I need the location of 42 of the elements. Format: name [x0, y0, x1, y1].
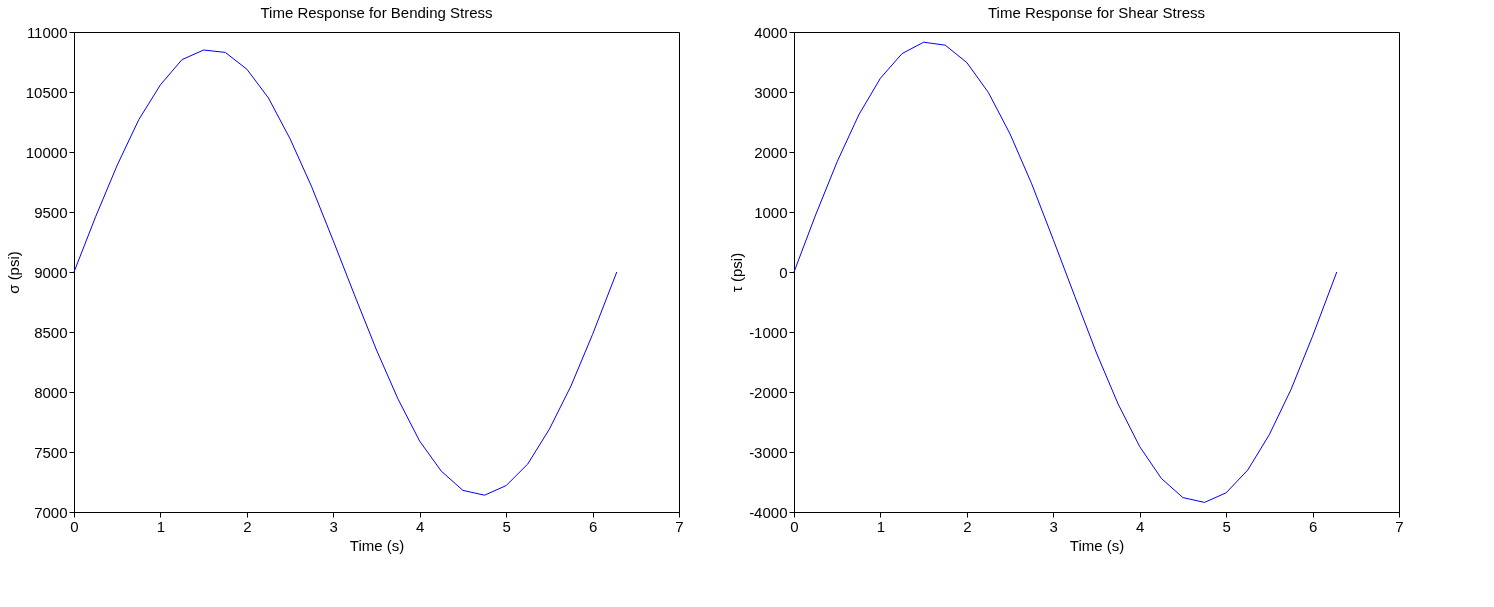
x-tick-label: 6: [588, 517, 598, 535]
y-tick-label: 7000: [34, 503, 68, 521]
y-tick-label: 9000: [34, 263, 68, 281]
x-tick-label: 7: [1395, 517, 1404, 535]
y-tick-label: 3000: [754, 83, 788, 101]
y-tick-label: 10000: [25, 143, 68, 161]
y-tick-label: 8000: [34, 383, 68, 401]
chart-title: Time Response for Bending Stress: [260, 4, 493, 21]
y-tick-label: 1000: [754, 203, 788, 221]
y-tick-label: 9500: [34, 203, 68, 221]
line-series: [73, 49, 618, 496]
y-tick-label: -1000: [749, 323, 788, 341]
y-tick-label: 4000: [754, 23, 788, 41]
x-tick-label: 3: [1049, 517, 1058, 535]
x-axis-title: Time (s): [349, 536, 405, 554]
y-tick-label: 2000: [754, 143, 788, 161]
y-tick-label: -4000: [749, 503, 788, 521]
y-tick-label: 7500: [34, 443, 68, 461]
x-tick-label: 4: [1136, 517, 1145, 535]
y-axis-title: τ (psi): [728, 252, 746, 293]
x-tick-label: 7: [675, 517, 684, 535]
x-tick-label: 5: [502, 517, 511, 535]
x-axis-title: Time (s): [1069, 536, 1125, 554]
x-tick-label: 0: [70, 517, 79, 535]
x-tick-label: 6: [1308, 517, 1318, 535]
y-tick-label: -3000: [749, 443, 788, 461]
y-tick-label: 8500: [34, 323, 68, 341]
y-axis-title: σ (psi): [4, 251, 22, 294]
y-tick-label: -2000: [749, 383, 788, 401]
x-tick-label: 0: [790, 517, 799, 535]
x-tick-label: 4: [416, 517, 425, 535]
x-tick-label: 5: [1222, 517, 1231, 535]
y-tick-label: 11000: [26, 23, 68, 41]
x-tick-label: 1: [156, 517, 166, 535]
x-tick-label: 2: [243, 517, 252, 535]
line-series: [793, 41, 1338, 503]
y-tick-label: 0: [779, 263, 788, 281]
x-tick-label: 1: [876, 517, 886, 535]
x-tick-label: 3: [329, 517, 338, 535]
y-tick-label: 10500: [25, 83, 68, 101]
chart-title: Time Response for Shear Stress: [987, 4, 1206, 21]
x-tick-label: 2: [963, 517, 972, 535]
